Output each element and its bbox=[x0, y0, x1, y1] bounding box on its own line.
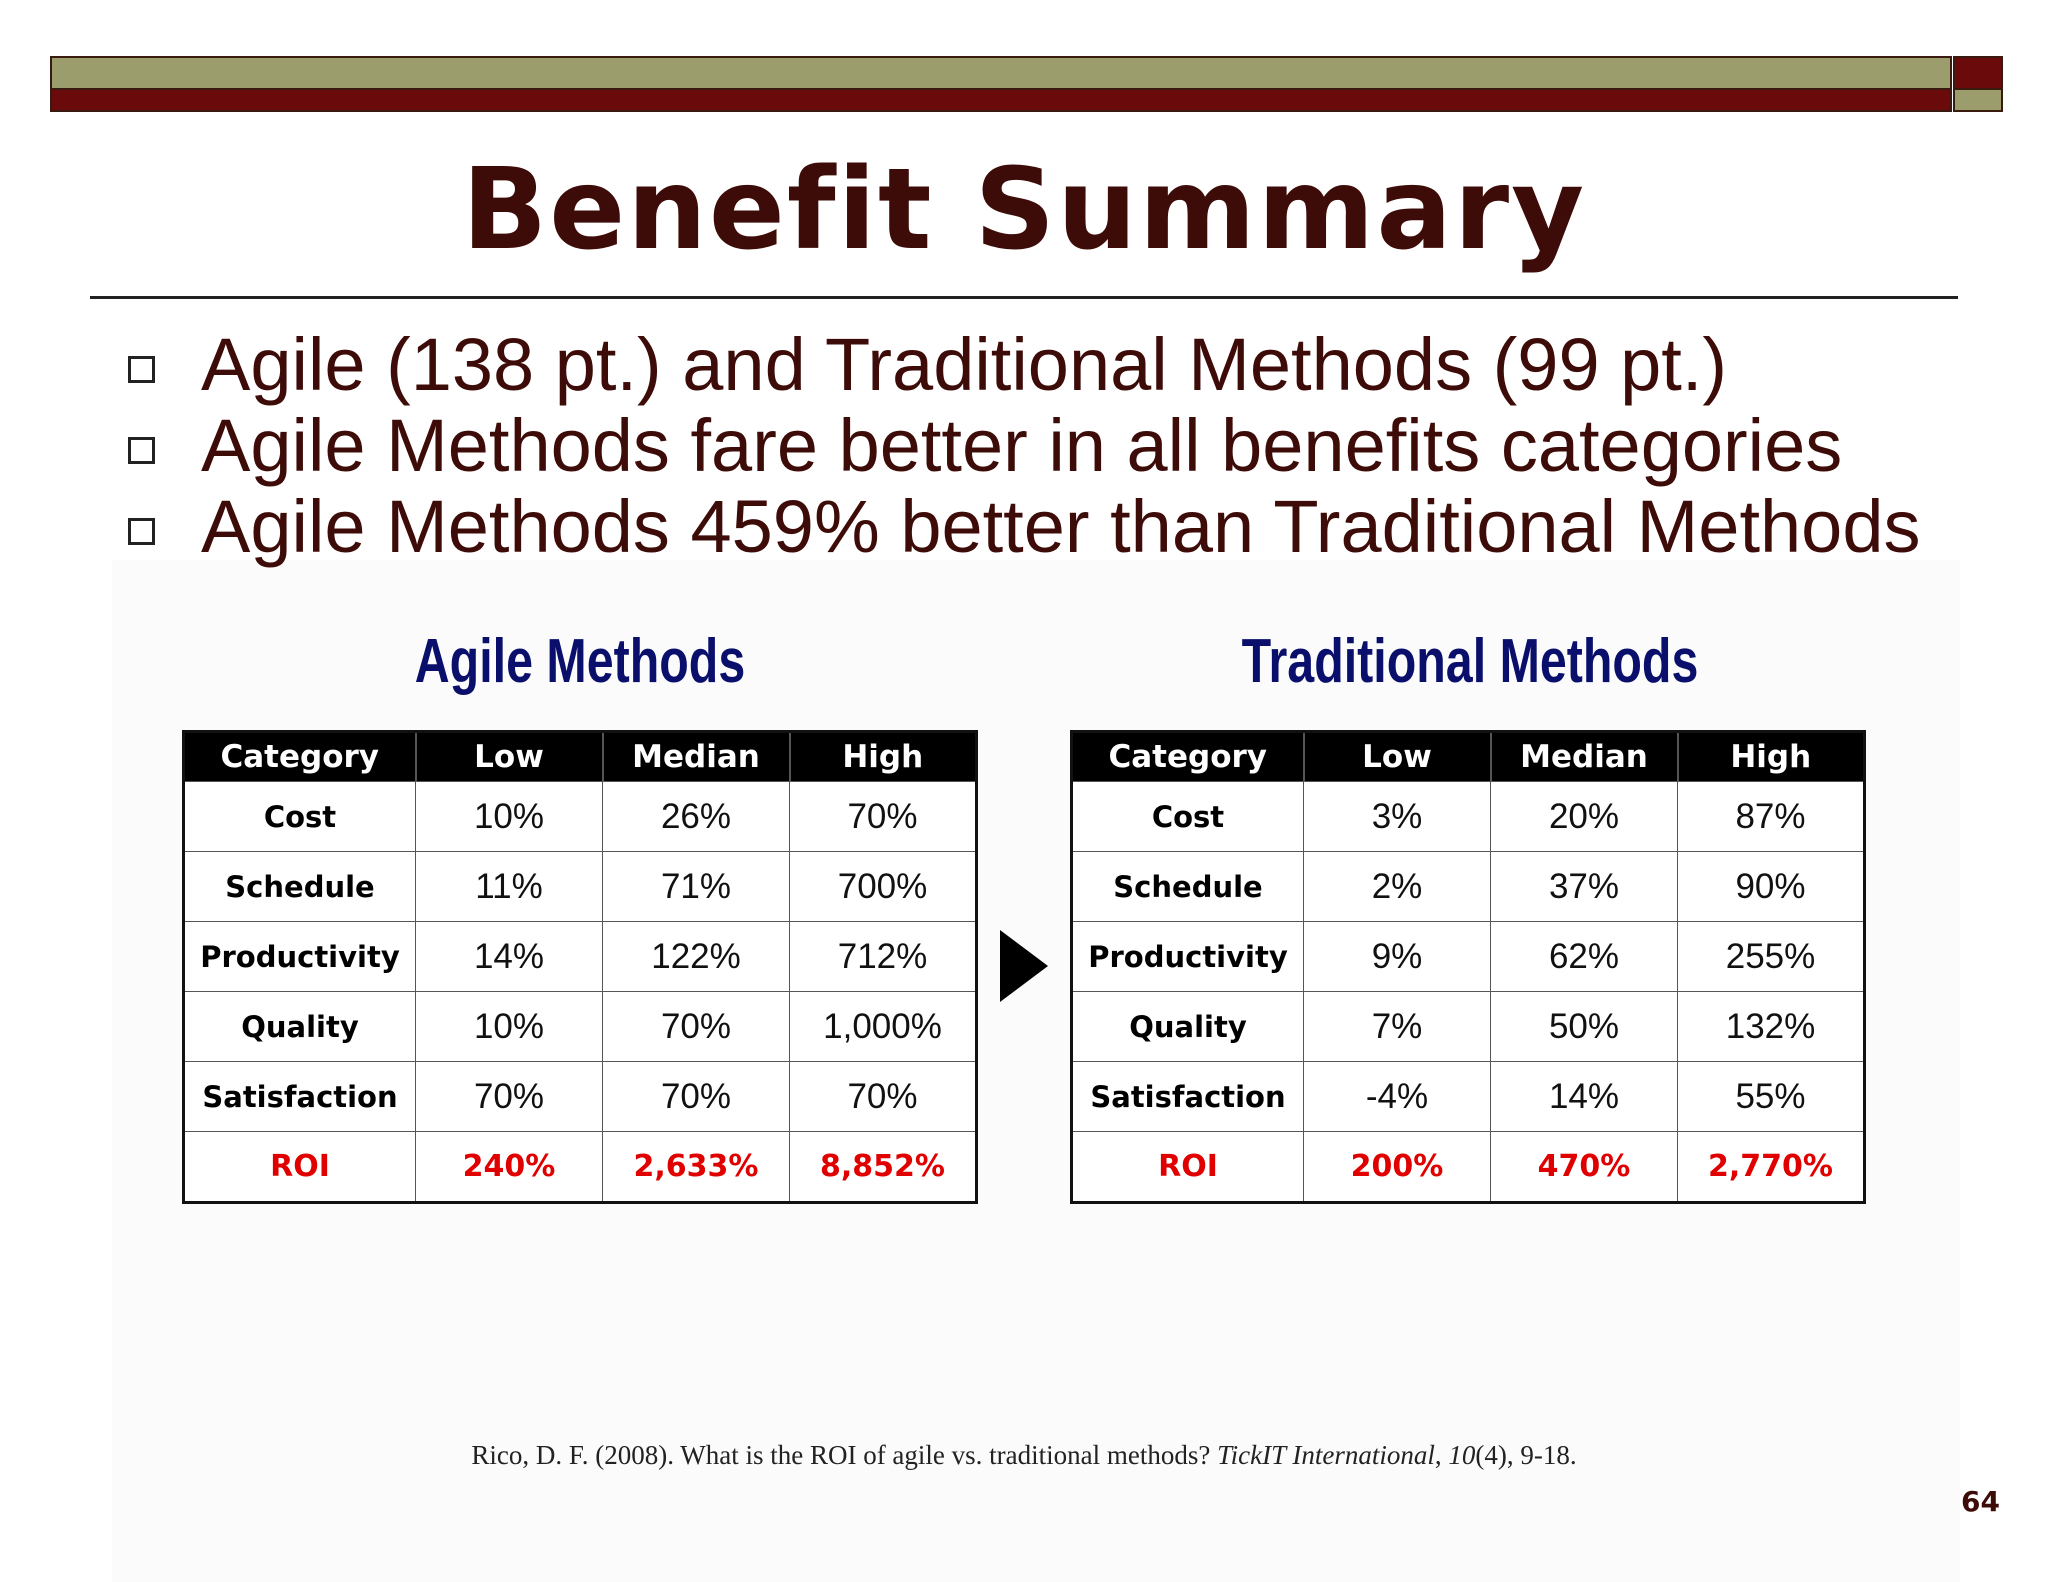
top-decorative-bar bbox=[50, 56, 2003, 112]
maroon-square bbox=[1953, 56, 2003, 90]
square-bullet-icon bbox=[128, 356, 155, 383]
low-cell: -4% bbox=[1303, 1061, 1491, 1132]
high-cell: 712% bbox=[789, 921, 977, 992]
high-cell: 70% bbox=[789, 1061, 977, 1132]
citation-volume: 10 bbox=[1448, 1440, 1476, 1470]
category-cell: Cost bbox=[1071, 781, 1304, 852]
roi-row: ROI 240% 2,633% 8,852% bbox=[183, 1131, 977, 1203]
category-cell: Satisfaction bbox=[183, 1061, 416, 1132]
low-cell: 10% bbox=[415, 991, 603, 1062]
high-cell: 255% bbox=[1677, 921, 1865, 992]
category-cell: Schedule bbox=[183, 851, 416, 922]
category-cell: Productivity bbox=[183, 921, 416, 992]
olive-bar bbox=[50, 56, 1952, 90]
high-cell: 2,770% bbox=[1677, 1131, 1865, 1203]
table-row: Cost 3% 20% 87% bbox=[1071, 781, 1865, 852]
traditional-heading: Traditional Methods bbox=[1241, 627, 1699, 696]
column-header: High bbox=[788, 731, 977, 782]
low-cell: 2% bbox=[1303, 851, 1491, 922]
table-row: Quality 10% 70% 1,000% bbox=[183, 991, 977, 1062]
low-cell: 3% bbox=[1303, 781, 1491, 852]
median-cell: 122% bbox=[602, 921, 790, 992]
citation-pages: (4), 9-18. bbox=[1475, 1440, 1577, 1470]
median-cell: 26% bbox=[602, 781, 790, 852]
category-cell: Schedule bbox=[1071, 851, 1304, 922]
column-header: Low bbox=[414, 731, 603, 782]
median-cell: 14% bbox=[1490, 1061, 1678, 1132]
agile-heading: Agile Methods bbox=[414, 627, 746, 696]
low-cell: 11% bbox=[415, 851, 603, 922]
bullet-list: Agile (138 pt.) and Traditional Methods … bbox=[120, 322, 1980, 568]
citation-text: Rico, D. F. (2008). What is the ROI of a… bbox=[471, 1440, 1218, 1470]
square-bullet-icon bbox=[128, 518, 155, 545]
bullet-text: Agile (138 pt.) and Traditional Methods … bbox=[201, 323, 1728, 406]
median-cell: 20% bbox=[1490, 781, 1678, 852]
title-divider bbox=[90, 296, 1958, 299]
median-cell: 70% bbox=[602, 1061, 790, 1132]
right-arrow-icon bbox=[1000, 930, 1048, 1002]
table-header-row: Category Low Median High bbox=[1071, 731, 1865, 782]
page-number: 64 bbox=[1961, 1485, 2000, 1518]
median-cell: 50% bbox=[1490, 991, 1678, 1062]
column-header: High bbox=[1676, 731, 1865, 782]
high-cell: 1,000% bbox=[789, 991, 977, 1062]
category-cell: Productivity bbox=[1071, 921, 1304, 992]
category-cell: Quality bbox=[183, 991, 416, 1062]
table-row: Productivity 14% 122% 712% bbox=[183, 921, 977, 992]
category-cell: ROI bbox=[183, 1131, 416, 1203]
column-header: Category bbox=[183, 731, 416, 782]
median-cell: 2,633% bbox=[602, 1131, 790, 1203]
table-row: Schedule 2% 37% 90% bbox=[1071, 851, 1865, 922]
high-cell: 70% bbox=[789, 781, 977, 852]
citation-separator: , bbox=[1434, 1440, 1449, 1470]
table-row: Satisfaction 70% 70% 70% bbox=[183, 1061, 977, 1132]
bullet-item: Agile Methods fare better in all benefit… bbox=[120, 403, 1980, 487]
high-cell: 8,852% bbox=[789, 1131, 977, 1203]
category-cell: Satisfaction bbox=[1071, 1061, 1304, 1132]
column-header: Category bbox=[1071, 731, 1304, 782]
high-cell: 55% bbox=[1677, 1061, 1865, 1132]
table-row: Schedule 11% 71% 700% bbox=[183, 851, 977, 922]
bullet-text: Agile Methods 459% better than Tradition… bbox=[201, 485, 1921, 568]
median-cell: 37% bbox=[1490, 851, 1678, 922]
bullet-text: Agile Methods fare better in all benefit… bbox=[201, 404, 1843, 487]
table-row: Productivity 9% 62% 255% bbox=[1071, 921, 1865, 992]
median-cell: 71% bbox=[602, 851, 790, 922]
low-cell: 10% bbox=[415, 781, 603, 852]
column-header: Median bbox=[1489, 731, 1678, 782]
bullet-item: Agile Methods 459% better than Tradition… bbox=[120, 484, 1980, 568]
low-cell: 240% bbox=[415, 1131, 603, 1203]
high-cell: 90% bbox=[1677, 851, 1865, 922]
citation-journal: TickIT International bbox=[1217, 1440, 1435, 1470]
low-cell: 7% bbox=[1303, 991, 1491, 1062]
table-header-row: Category Low Median High bbox=[183, 731, 977, 782]
category-cell: Cost bbox=[183, 781, 416, 852]
low-cell: 70% bbox=[415, 1061, 603, 1132]
table-row: Cost 10% 26% 70% bbox=[183, 781, 977, 852]
slide-title: Benefit Summary bbox=[461, 145, 1587, 275]
low-cell: 9% bbox=[1303, 921, 1491, 992]
low-cell: 14% bbox=[415, 921, 603, 992]
high-cell: 132% bbox=[1677, 991, 1865, 1062]
olive-square bbox=[1953, 90, 2003, 112]
traditional-table: Category Low Median High Cost 3% 20% 87%… bbox=[1070, 730, 1866, 1204]
column-header: Median bbox=[601, 731, 790, 782]
table-row: Quality 7% 50% 132% bbox=[1071, 991, 1865, 1062]
citation: Rico, D. F. (2008). What is the ROI of a… bbox=[0, 1440, 2048, 1471]
median-cell: 70% bbox=[602, 991, 790, 1062]
column-header: Low bbox=[1302, 731, 1491, 782]
low-cell: 200% bbox=[1303, 1131, 1491, 1203]
median-cell: 62% bbox=[1490, 921, 1678, 992]
category-cell: ROI bbox=[1071, 1131, 1304, 1203]
table-row: Satisfaction -4% 14% 55% bbox=[1071, 1061, 1865, 1132]
median-cell: 470% bbox=[1490, 1131, 1678, 1203]
bullet-item: Agile (138 pt.) and Traditional Methods … bbox=[120, 322, 1980, 406]
square-bullet-icon bbox=[128, 437, 155, 464]
maroon-bar bbox=[50, 90, 1952, 112]
category-cell: Quality bbox=[1071, 991, 1304, 1062]
high-cell: 87% bbox=[1677, 781, 1865, 852]
roi-row: ROI 200% 470% 2,770% bbox=[1071, 1131, 1865, 1203]
high-cell: 700% bbox=[789, 851, 977, 922]
agile-table: Category Low Median High Cost 10% 26% 70… bbox=[182, 730, 978, 1204]
